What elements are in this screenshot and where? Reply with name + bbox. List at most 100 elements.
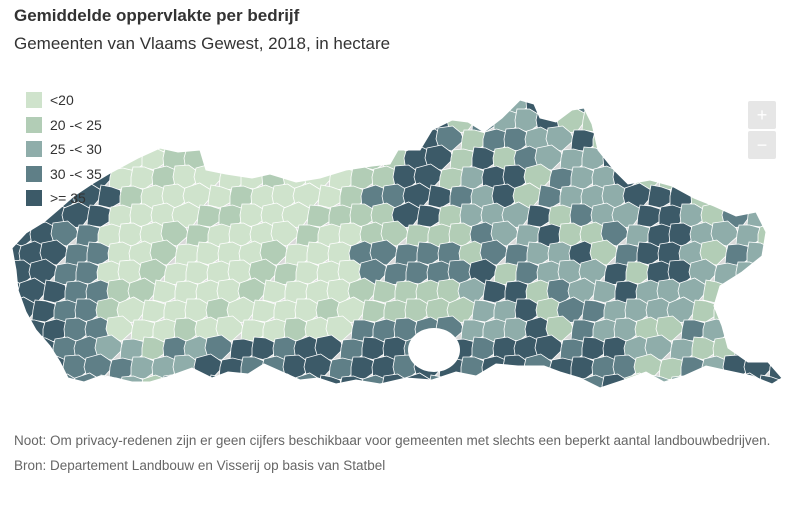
municipality[interactable]: [613, 317, 641, 342]
municipality[interactable]: [779, 148, 800, 171]
municipality[interactable]: [42, 318, 70, 343]
municipality[interactable]: [283, 317, 311, 342]
municipality[interactable]: [273, 262, 301, 286]
municipality[interactable]: [314, 144, 344, 171]
municipality[interactable]: [173, 317, 201, 342]
municipality[interactable]: [612, 392, 641, 418]
municipality[interactable]: [581, 336, 608, 361]
municipality[interactable]: [515, 261, 542, 285]
municipality[interactable]: [613, 127, 641, 152]
municipality[interactable]: [723, 317, 751, 342]
municipality[interactable]: [603, 262, 631, 286]
municipality[interactable]: [293, 145, 323, 172]
municipality[interactable]: [116, 106, 147, 134]
municipality[interactable]: [251, 336, 278, 361]
municipality[interactable]: [393, 127, 421, 152]
municipality[interactable]: [578, 258, 608, 285]
municipality[interactable]: [668, 222, 696, 247]
municipality[interactable]: [251, 299, 278, 323]
municipality[interactable]: [119, 338, 146, 361]
municipality[interactable]: [349, 203, 377, 228]
municipality[interactable]: [501, 201, 532, 229]
municipality[interactable]: [482, 90, 509, 114]
municipality[interactable]: [701, 165, 729, 190]
municipality[interactable]: [591, 393, 618, 417]
municipality[interactable]: [644, 144, 674, 171]
municipality[interactable]: [307, 395, 332, 417]
municipality[interactable]: [205, 107, 234, 133]
municipality[interactable]: [581, 109, 608, 133]
legend-item[interactable]: >= 35: [26, 186, 102, 211]
municipality[interactable]: [294, 298, 322, 323]
municipality[interactable]: [592, 90, 619, 114]
municipality[interactable]: [493, 262, 521, 286]
municipality[interactable]: [372, 318, 400, 343]
municipality[interactable]: [623, 145, 653, 172]
municipality[interactable]: [448, 222, 476, 247]
municipality[interactable]: [239, 203, 267, 228]
municipality[interactable]: [358, 258, 388, 285]
municipality[interactable]: [42, 279, 69, 304]
municipality[interactable]: [723, 127, 751, 152]
municipality[interactable]: [611, 201, 642, 229]
municipality[interactable]: [471, 336, 498, 361]
municipality[interactable]: [647, 223, 675, 248]
municipality[interactable]: [372, 128, 400, 153]
municipality[interactable]: [261, 393, 288, 417]
municipality[interactable]: [284, 243, 311, 266]
municipality[interactable]: [317, 223, 345, 248]
municipality[interactable]: [581, 299, 608, 323]
municipality[interactable]: [556, 296, 587, 324]
municipality[interactable]: [282, 354, 311, 380]
municipality[interactable]: [756, 260, 783, 285]
municipality[interactable]: [790, 204, 800, 227]
municipality[interactable]: [691, 336, 718, 361]
municipality[interactable]: [251, 109, 278, 133]
municipality[interactable]: [491, 183, 520, 209]
municipality[interactable]: [457, 277, 487, 304]
municipality[interactable]: [152, 279, 179, 304]
municipality[interactable]: [471, 146, 498, 171]
municipality[interactable]: [769, 395, 794, 417]
municipality[interactable]: [50, 220, 80, 247]
municipality[interactable]: [546, 89, 575, 114]
municipality[interactable]: [282, 392, 311, 418]
municipality[interactable]: [711, 373, 740, 398]
municipality[interactable]: [350, 166, 377, 190]
municipality[interactable]: [174, 91, 201, 114]
municipality[interactable]: [558, 222, 586, 247]
municipality[interactable]: [549, 395, 574, 417]
municipality[interactable]: [127, 88, 157, 114]
municipality[interactable]: [0, 315, 25, 342]
municipality[interactable]: [61, 201, 92, 229]
municipality[interactable]: [195, 90, 224, 115]
municipality[interactable]: [490, 220, 520, 247]
municipality[interactable]: [658, 357, 686, 381]
municipality[interactable]: [778, 222, 800, 247]
municipality[interactable]: [0, 107, 14, 133]
municipality[interactable]: [777, 259, 800, 285]
municipality[interactable]: [295, 261, 322, 285]
municipality[interactable]: [776, 106, 800, 134]
municipality[interactable]: [514, 298, 542, 323]
municipality[interactable]: [449, 148, 476, 171]
municipality[interactable]: [326, 278, 355, 304]
municipality[interactable]: [141, 109, 168, 133]
municipality[interactable]: [196, 204, 223, 228]
municipality[interactable]: [567, 277, 597, 304]
municipality[interactable]: [791, 320, 800, 341]
municipality[interactable]: [600, 220, 630, 247]
municipality[interactable]: [713, 299, 740, 323]
municipality[interactable]: [248, 258, 278, 285]
municipality[interactable]: [534, 334, 564, 361]
municipality[interactable]: [546, 278, 575, 304]
municipality[interactable]: [655, 125, 685, 152]
municipality[interactable]: [415, 90, 444, 115]
municipality[interactable]: [86, 241, 113, 266]
municipality[interactable]: [240, 356, 267, 380]
municipality[interactable]: [394, 91, 421, 114]
municipality[interactable]: [481, 393, 508, 417]
municipality[interactable]: [361, 336, 388, 361]
municipality[interactable]: [744, 316, 773, 342]
municipality[interactable]: [647, 184, 674, 209]
